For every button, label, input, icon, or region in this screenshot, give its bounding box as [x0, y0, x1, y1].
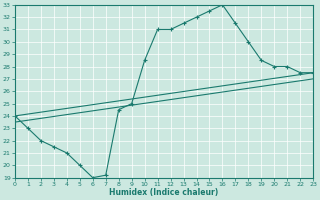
- X-axis label: Humidex (Indice chaleur): Humidex (Indice chaleur): [109, 188, 219, 197]
